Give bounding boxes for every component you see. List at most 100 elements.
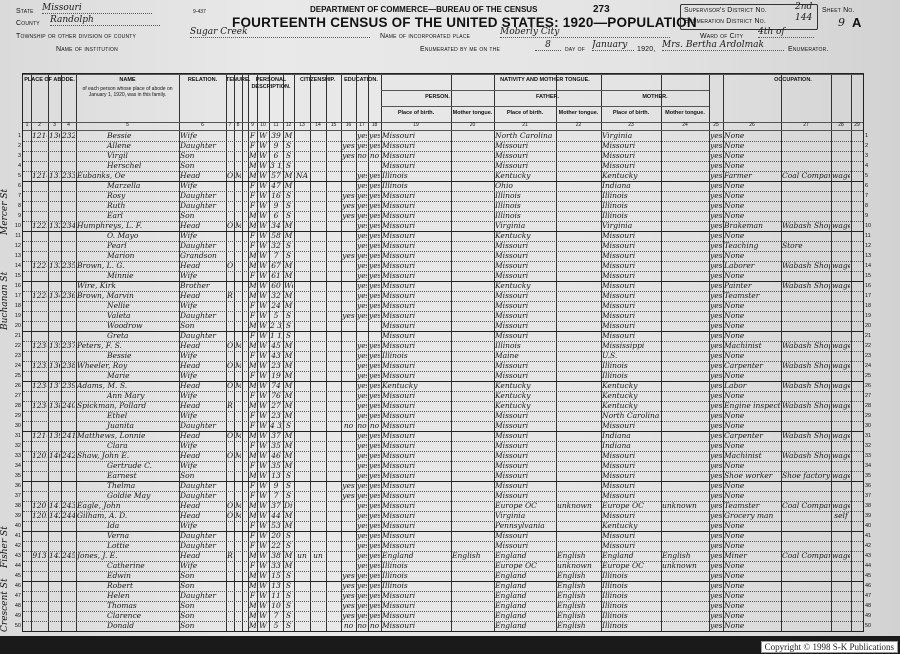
column-number: 13 <box>299 122 305 128</box>
table-row: EdwinSonMW15SyesyesyesIllinoisEnglandEng… <box>23 571 863 581</box>
cell-age: 32 <box>271 241 281 250</box>
cell-rel: Daughter <box>180 541 216 550</box>
cell-mbirth: Europe OC <box>602 561 644 570</box>
cell-occ: None <box>724 611 745 620</box>
column-heading: TENURE. <box>226 77 251 83</box>
nativity-subrule <box>381 106 709 107</box>
table-row: NellieWifeFW24MyesyesMissouriMissouriMis… <box>23 301 863 311</box>
cell-write: yes <box>369 231 380 240</box>
line-number: 9 <box>17 213 21 219</box>
cell-age: 4 3/12 <box>270 421 282 430</box>
cell-age: 10 <box>271 601 281 610</box>
cell-mar: S <box>285 241 292 250</box>
cell-write: yes <box>369 391 380 400</box>
column-divider <box>556 74 557 631</box>
cell-fam: 242 <box>62 451 75 460</box>
cell-write: yes <box>369 201 380 210</box>
cell-birth: Missouri <box>382 141 416 150</box>
cell-birth: Missouri <box>382 231 416 240</box>
cell-ftongue: English <box>557 611 586 620</box>
cell-mar: S <box>285 571 292 580</box>
cell-ind: Coal Company <box>782 171 830 180</box>
line-number: 50 <box>14 623 21 629</box>
cell-occ: None <box>724 191 745 200</box>
column-number: 15 <box>330 122 337 128</box>
line-number: 42 <box>14 543 21 549</box>
cell-race: W <box>259 461 267 470</box>
cell-sex: F <box>249 311 256 320</box>
cell-mar: M <box>284 461 293 470</box>
line-number: 7 <box>17 193 21 199</box>
cell-write: yes <box>369 301 380 310</box>
line-number: 36 <box>14 483 21 489</box>
cell-age: 9 <box>273 141 279 150</box>
cell-birth: Missouri <box>382 281 416 290</box>
cell-write: yes <box>369 271 380 280</box>
cell-age: 34 <box>271 221 281 230</box>
cell-age: 23 <box>271 361 281 370</box>
cell-mar: S <box>285 201 292 210</box>
cell-house: 1202 <box>32 511 47 520</box>
cell-race: W <box>259 431 267 440</box>
table-row: BessieWifeFW43MyesyesIllinoisMaineU.S.ye… <box>23 351 863 361</box>
enum-day: 8 <box>535 40 561 51</box>
cell-fam: 234 <box>62 221 75 230</box>
row-rule <box>23 511 863 512</box>
cell-eng: yes <box>710 621 722 630</box>
cell-mbirth: Missouri <box>602 261 636 270</box>
cell-birth: Missouri <box>382 471 416 480</box>
cell-age: 39 <box>271 131 281 140</box>
table-row: MarieWifeFW19MyesyesMissouriMissouriIlli… <box>23 371 863 381</box>
cell-birth: Missouri <box>382 131 416 140</box>
cell-mar: M <box>284 291 293 300</box>
cell-name: Shaw, John E. <box>77 451 130 460</box>
cell-read: yes <box>357 471 367 480</box>
cell-own: O <box>227 511 233 520</box>
column-number: 22 <box>575 122 582 128</box>
column-divider <box>723 74 724 631</box>
row-rule <box>23 311 863 312</box>
township-label: Township or other division of county <box>16 33 137 40</box>
table-row: ThelmaDaughterFW9SyesyesyesMissouriMisso… <box>23 481 863 491</box>
cell-fbirth: Missouri <box>495 141 529 150</box>
cell-dwell: 132 <box>49 221 60 230</box>
cell-mbirth: Illinois <box>602 611 628 620</box>
cell-mar: S <box>285 421 292 430</box>
cell-race: W <box>259 161 267 170</box>
cell-race: W <box>259 211 267 220</box>
cell-rel: Head <box>180 171 201 180</box>
cell-mbirth: Missouri <box>602 231 636 240</box>
cell-read: yes <box>357 511 367 520</box>
line-number: 18 <box>14 303 21 309</box>
cell-occ: None <box>724 441 745 450</box>
column-divider <box>356 74 357 631</box>
cell-emp: wage <box>832 471 850 480</box>
cell-rel: Wife <box>180 301 198 310</box>
table-row: Woodrow Son MW2 3/12S Missouri Missouri Misso… <box>23 321 863 331</box>
cell-name: Greta <box>107 331 129 340</box>
cell-school: yes <box>342 571 355 580</box>
cell-fbirth: Illinois <box>495 191 521 200</box>
cell-read: yes <box>357 431 367 440</box>
cell-fbirth: Missouri <box>495 411 529 420</box>
cell-write: yes <box>369 481 380 490</box>
cell-eng: yes <box>710 561 722 570</box>
cell-rel: Head <box>180 221 201 230</box>
cell-ind: Coal Company <box>782 501 830 510</box>
cell-sex: M <box>249 281 256 290</box>
line-number: 16 <box>14 283 21 289</box>
cell-write: yes <box>369 501 380 510</box>
cell-own: O <box>227 171 233 180</box>
district-box <box>680 4 818 30</box>
cell-race: W <box>259 581 267 590</box>
cell-occ: Engine inspector <box>724 401 780 410</box>
cell-age: 13 <box>271 581 281 590</box>
cell-sex: M <box>249 171 256 180</box>
cell-school: yes <box>342 191 355 200</box>
cell-mar: S <box>285 331 292 340</box>
cell-fam: 240 <box>62 401 75 410</box>
line-number: 32 <box>14 443 21 449</box>
cell-mar: S <box>285 251 292 260</box>
cell-read: yes <box>357 481 367 490</box>
